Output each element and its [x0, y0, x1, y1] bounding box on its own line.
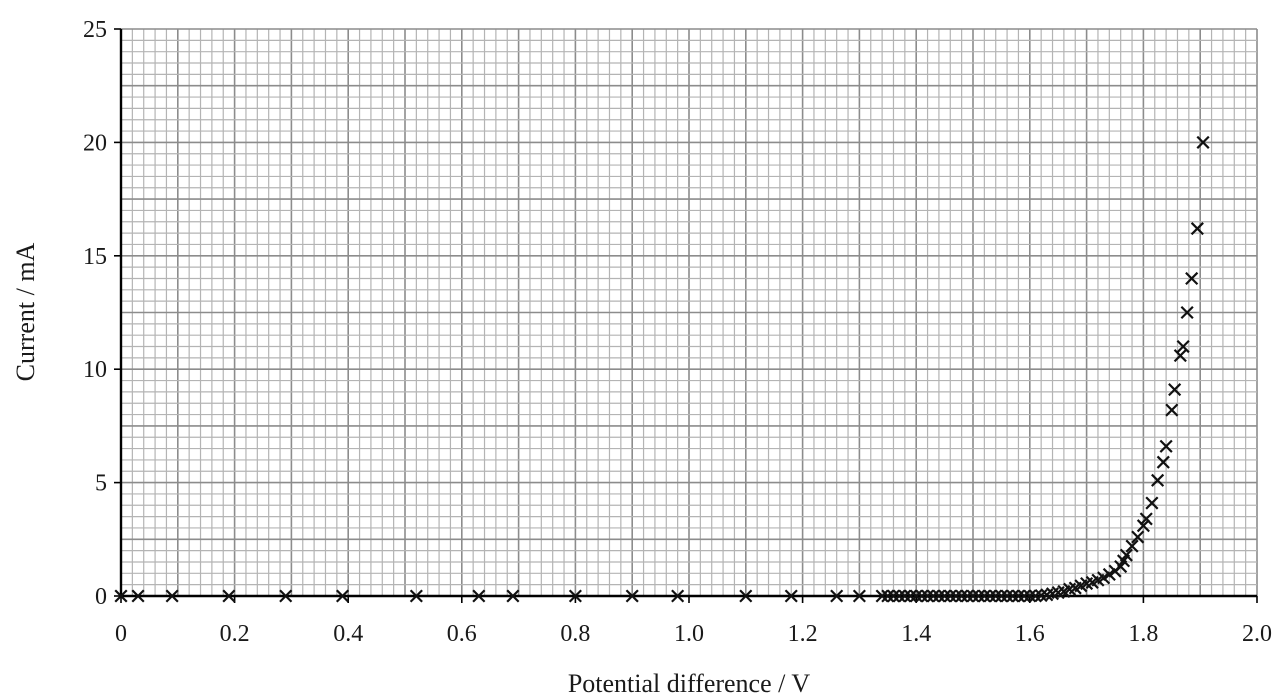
- data-point: [1176, 339, 1190, 354]
- y-axis-title: Current / mA: [11, 242, 40, 381]
- x-tick-label: 0.2: [220, 621, 250, 647]
- data-point: [1190, 222, 1204, 236]
- data-point: [335, 589, 350, 603]
- data-point: [1114, 559, 1128, 574]
- data-point: [114, 589, 128, 603]
- data-point-stroke: [1165, 403, 1179, 417]
- data-point-stroke: [114, 589, 128, 603]
- data-point-stroke: [1190, 222, 1204, 236]
- data-point: [1151, 473, 1165, 487]
- data-point-stroke: [1180, 305, 1194, 320]
- data-point: [1097, 571, 1111, 585]
- data-point-stroke: [1114, 559, 1128, 574]
- x-tick-label: 1.6: [1015, 621, 1045, 647]
- data-point: [671, 589, 685, 603]
- data-point: [472, 589, 486, 603]
- x-tick-label: 0.8: [560, 621, 590, 647]
- x-tick-label: 1.2: [788, 621, 818, 647]
- data-point: [1119, 548, 1133, 562]
- data-point-stroke: [1139, 512, 1153, 526]
- data-point: [1131, 530, 1145, 544]
- data-point-stroke: [131, 589, 145, 603]
- data-point-stroke: [1151, 473, 1165, 487]
- data-point: [131, 589, 145, 603]
- data-point: [409, 589, 423, 603]
- data-point: [1139, 512, 1153, 526]
- data-point-stroke: [568, 589, 582, 603]
- x-tick-label: 1.4: [901, 621, 931, 647]
- data-point-stroke: [1145, 496, 1159, 510]
- data-point: [1159, 439, 1173, 453]
- data-point-stroke: [852, 589, 866, 603]
- data-point: [1180, 305, 1194, 320]
- x-axis-title: Potential difference / V: [568, 669, 811, 698]
- x-tick-label: 1.0: [674, 621, 704, 647]
- data-point-stroke: [784, 589, 798, 603]
- data-point: [784, 589, 798, 603]
- data-point-stroke: [1136, 519, 1150, 533]
- data-point: [1196, 135, 1210, 149]
- data-point-stroke: [1102, 567, 1116, 582]
- data-point-stroke: [625, 589, 639, 603]
- data-point-stroke: [279, 589, 293, 603]
- data-point: [1156, 455, 1170, 469]
- data-point: [506, 589, 520, 603]
- data-point: [1125, 539, 1139, 553]
- data-point: [568, 589, 582, 603]
- data-point: [625, 589, 639, 603]
- data-point-stroke: [1168, 383, 1182, 397]
- data-point-stroke: [165, 589, 179, 603]
- data-point: [222, 589, 236, 603]
- y-tick-label: 20: [83, 130, 107, 156]
- data-point-stroke: [830, 589, 844, 603]
- data-point: [1173, 349, 1187, 363]
- data-point-stroke: [1131, 530, 1145, 544]
- data-point-stroke: [1156, 455, 1170, 469]
- y-tick-label: 0: [95, 584, 107, 610]
- data-point-stroke: [671, 589, 685, 603]
- data-point-stroke: [1119, 548, 1133, 562]
- x-tick-label: 2.0: [1242, 621, 1272, 647]
- data-point-stroke: [1097, 571, 1111, 585]
- data-point: [1136, 519, 1150, 533]
- data-point-stroke: [1176, 339, 1190, 354]
- data-points: [114, 135, 1210, 603]
- y-tick-label: 10: [83, 357, 107, 383]
- data-point-stroke: [1173, 349, 1187, 363]
- data-point: [1102, 567, 1116, 582]
- y-tick-label: 5: [95, 471, 107, 497]
- data-point: [1185, 271, 1199, 286]
- x-axis-ticks: 0 0.2 0.4 0.6 0.8 1.0 1.2 1.4 1.6 1.8 2.0: [115, 596, 1272, 647]
- data-point-stroke: [1125, 539, 1139, 553]
- x-tick-label: 0.4: [333, 621, 363, 647]
- data-point-stroke: [1116, 554, 1131, 568]
- data-point-stroke: [1185, 271, 1199, 286]
- data-point: [1116, 554, 1131, 568]
- x-tick-label: 1.8: [1128, 621, 1158, 647]
- data-point-stroke: [409, 589, 423, 603]
- data-point: [1165, 403, 1179, 417]
- y-axis-ticks: 0 5 10 15 20 25: [83, 17, 121, 610]
- data-point: [852, 589, 866, 603]
- data-point: [165, 589, 179, 603]
- data-point: [739, 589, 753, 603]
- data-point-stroke: [1159, 439, 1173, 453]
- data-point-stroke: [1196, 135, 1210, 149]
- y-tick-label: 15: [83, 244, 107, 270]
- data-point-stroke: [222, 589, 236, 603]
- data-point: [279, 589, 293, 603]
- x-tick-label: 0: [115, 621, 127, 647]
- data-point-stroke: [739, 589, 753, 603]
- data-point-stroke: [335, 589, 350, 603]
- data-point-stroke: [506, 589, 520, 603]
- data-point: [1168, 383, 1182, 397]
- plot-grid: [120, 28, 1258, 597]
- data-point: [1145, 496, 1159, 510]
- x-tick-label: 0.6: [447, 621, 477, 647]
- data-point-stroke: [472, 589, 486, 603]
- y-tick-label: 25: [83, 17, 107, 43]
- data-point: [830, 589, 844, 603]
